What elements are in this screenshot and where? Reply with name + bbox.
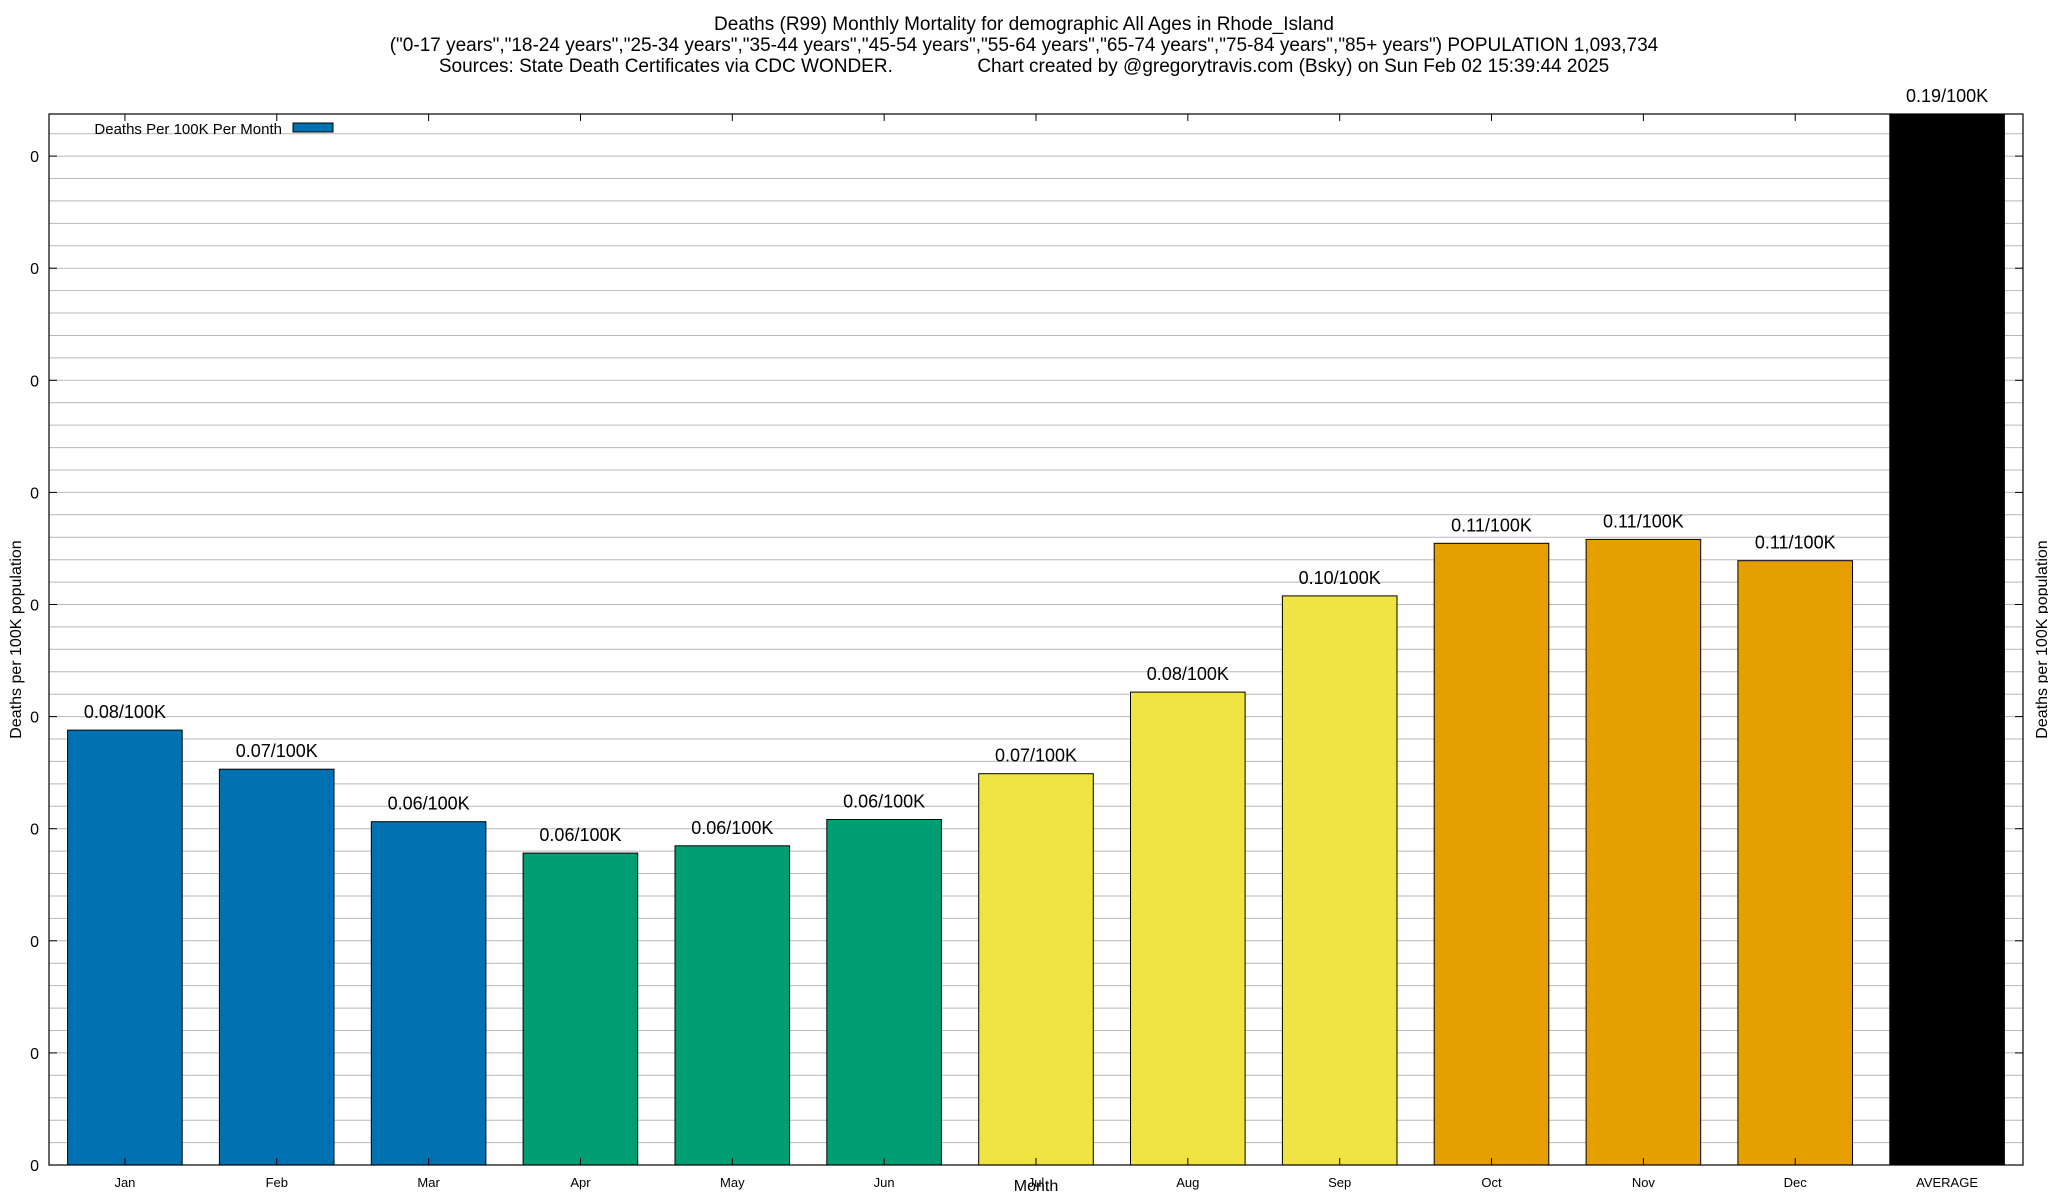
x-axis-label: Month (1014, 1178, 1058, 1195)
bar (1433, 542, 1550, 1166)
x-tick-label: Nov (1632, 1175, 1656, 1190)
data-label: 0.07/100K (995, 746, 1077, 766)
x-tick-label: Feb (266, 1175, 288, 1190)
bar (1585, 538, 1702, 1166)
data-label: 0.19/100K (1906, 86, 1988, 106)
bars (67, 113, 2005, 1166)
bar (826, 819, 942, 1166)
y-tick-label: 0 (30, 261, 39, 278)
x-tick-label: Oct (1481, 1175, 1502, 1190)
x-tick-label: Jun (874, 1175, 895, 1190)
bar (674, 845, 791, 1166)
bar (1130, 691, 1246, 1166)
bar (370, 821, 487, 1166)
data-label: 0.11/100K (1451, 515, 1532, 535)
chart-title-block: Deaths (R99) Monthly Mortality for demog… (0, 14, 2048, 77)
legend-swatch (292, 122, 334, 133)
bar (978, 773, 1094, 1166)
x-tick-label: Aug (1176, 1175, 1199, 1190)
x-tick-label: Jul (1028, 1175, 1045, 1190)
x-tick-label: AVERAGE (1916, 1175, 1978, 1190)
x-tick-label: May (720, 1175, 745, 1190)
x-tick-label: Dec (1784, 1175, 1808, 1190)
chart-subtitle-demographics: ("0-17 years","18-24 years","25-34 years… (389, 35, 1659, 56)
bar (522, 852, 639, 1166)
data-label: 0.10/100K (1299, 568, 1381, 588)
y-tick-label: 0 (30, 934, 39, 951)
data-label: 0.07/100K (236, 741, 318, 761)
data-label: 0.06/100K (843, 792, 925, 812)
x-tick-label: Sep (1328, 1175, 1351, 1190)
data-label: 0.08/100K (1147, 664, 1229, 684)
axis-ticks: 0 0 0 0 0 0 0 0 0 0 Jan Feb Mar Apr May Jun Jul Aug Sep Oct… (30, 114, 2023, 1190)
y-tick-label: 0 (30, 485, 39, 502)
y-tick-label: 0 (30, 1158, 39, 1175)
x-tick-label: Mar (417, 1175, 440, 1190)
bar (1737, 560, 1854, 1166)
y-tick-label: 0 (30, 822, 39, 839)
bar (67, 729, 183, 1166)
y-tick-label: 0 (30, 1046, 39, 1063)
plot-frame (48, 113, 2024, 1166)
legend-label: Deaths Per 100K Per Month (94, 121, 282, 138)
y-tick-label: 0 (30, 373, 39, 390)
y-tick-label: 0 (30, 149, 39, 166)
bar (1281, 595, 1398, 1166)
y2-axis-label: Deaths per 100K population (2034, 540, 2048, 738)
data-label: 0.08/100K (84, 702, 166, 722)
data-label: 0.06/100K (539, 825, 621, 845)
data-label: 0.11/100K (1603, 511, 1684, 531)
chart-title: Deaths (R99) Monthly Mortality for demog… (714, 14, 1334, 35)
y-tick-label: 0 (30, 598, 39, 615)
data-label: 0.06/100K (388, 794, 470, 814)
bar (218, 768, 335, 1166)
data-labels: 0.08/100K 0.07/100K 0.06/100K 0.06/100K 0.06… (84, 86, 1988, 845)
data-label: 0.11/100K (1755, 533, 1836, 553)
y-tick-label: 0 (30, 710, 39, 727)
bar (1889, 113, 2005, 1166)
x-tick-label: Jan (114, 1175, 135, 1190)
chart-subtitle-sources: Sources: State Death Certificates via CD… (438, 56, 1610, 77)
y-axis-label: Deaths per 100K population (8, 540, 25, 738)
data-label: 0.06/100K (691, 818, 773, 838)
x-tick-label: Apr (570, 1175, 591, 1190)
legend: Deaths Per 100K Per Month (94, 121, 334, 138)
